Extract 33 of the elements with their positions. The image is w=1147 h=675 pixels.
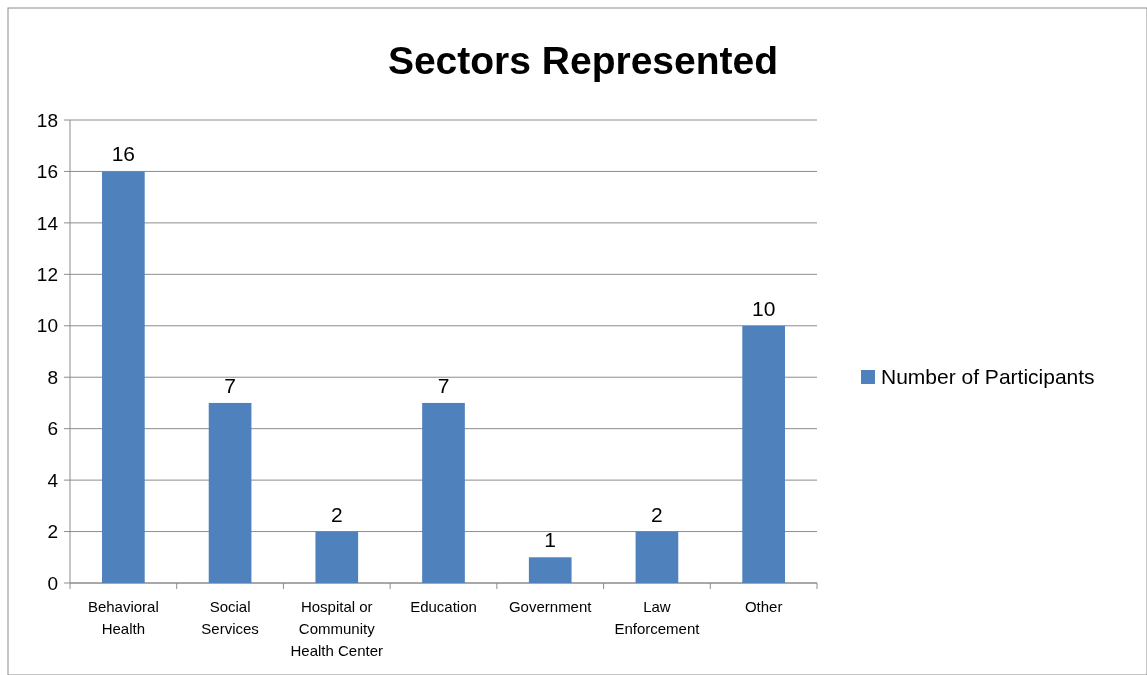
y-tick-label: 4 (47, 469, 59, 491)
x-tick-label: Law Enforcement (614, 598, 701, 637)
x-tick-label: Government (508, 598, 593, 615)
y-tick-label: 12 (36, 263, 58, 285)
chart-title: Sectors Represented (387, 39, 779, 82)
bar (102, 171, 145, 583)
y-tick-label: 8 (47, 366, 58, 388)
x-tick-label: Education (410, 598, 477, 615)
y-tick-label: 18 (36, 109, 58, 131)
data-label: 2 (330, 502, 343, 526)
data-label: 16 (111, 142, 136, 166)
x-tick-label: Other (744, 598, 783, 615)
data-label: 1 (544, 528, 557, 552)
y-tick-label: 10 (36, 315, 58, 337)
x-tick-label: Hospital or Community Health Center (290, 598, 384, 659)
bar (528, 557, 572, 583)
data-label: 7 (224, 373, 236, 397)
bar (208, 402, 252, 583)
y-tick-label: 6 (47, 418, 58, 440)
y-tick-label: 2 (47, 521, 58, 543)
x-tick-label: Behavioral Health (87, 598, 159, 637)
bar (315, 531, 359, 583)
y-tick-label: 16 (36, 161, 58, 183)
bar (742, 325, 785, 583)
legend-label: Number of Participants (881, 365, 1095, 389)
data-label: 7 (437, 373, 450, 397)
y-tick-label: 14 (36, 212, 59, 234)
bar (635, 531, 679, 583)
x-tick-label: Social Services (201, 598, 259, 637)
data-label: 2 (651, 502, 663, 526)
bar (422, 402, 465, 583)
y-tick-label: 0 (47, 572, 58, 594)
data-label: 10 (751, 296, 776, 320)
